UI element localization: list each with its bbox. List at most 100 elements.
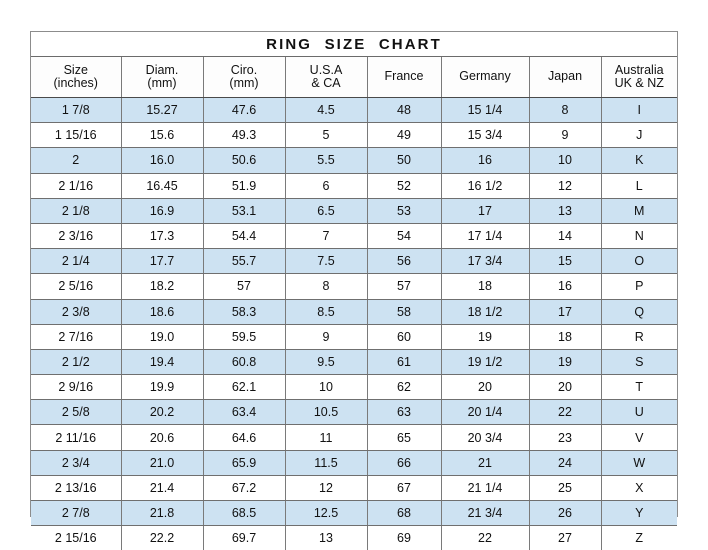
column-header-line1: Size [33, 64, 119, 78]
cell-r13-c7: 22 [529, 400, 601, 425]
cell-r3-c7: 10 [529, 148, 601, 173]
cell-r1-c6: 15 1/4 [441, 98, 529, 123]
cell-r17-c1: 2 7/8 [31, 501, 121, 526]
cell-r12-c7: 20 [529, 375, 601, 400]
cell-r15-c7: 24 [529, 450, 601, 475]
cell-r4-c7: 12 [529, 173, 601, 198]
cell-r6-c5: 54 [367, 223, 441, 248]
column-header-3: Ciro.(mm) [203, 57, 285, 98]
cell-r1-c2: 15.27 [121, 98, 203, 123]
cell-r6-c2: 17.3 [121, 223, 203, 248]
cell-r4-c1: 2 1/16 [31, 173, 121, 198]
cell-r5-c2: 16.9 [121, 198, 203, 223]
cell-r14-c1: 2 11/16 [31, 425, 121, 450]
cell-r7-c6: 17 3/4 [441, 249, 529, 274]
cell-r7-c7: 15 [529, 249, 601, 274]
cell-r9-c7: 17 [529, 299, 601, 324]
column-header-6: Germany [441, 57, 529, 98]
cell-r11-c2: 19.4 [121, 349, 203, 374]
cell-r16-c3: 67.2 [203, 475, 285, 500]
cell-r2-c8: J [601, 123, 677, 148]
cell-r12-c8: T [601, 375, 677, 400]
cell-r16-c2: 21.4 [121, 475, 203, 500]
column-header-line2: (mm) [206, 77, 283, 91]
cell-r13-c5: 63 [367, 400, 441, 425]
cell-r6-c8: N [601, 223, 677, 248]
cell-r10-c3: 59.5 [203, 324, 285, 349]
cell-r15-c1: 2 3/4 [31, 450, 121, 475]
cell-r18-c1: 2 15/16 [31, 526, 121, 550]
cell-r8-c1: 2 5/16 [31, 274, 121, 299]
cell-r17-c3: 68.5 [203, 501, 285, 526]
cell-r16-c1: 2 13/16 [31, 475, 121, 500]
cell-r11-c7: 19 [529, 349, 601, 374]
cell-r1-c4: 4.5 [285, 98, 367, 123]
cell-r14-c3: 64.6 [203, 425, 285, 450]
cell-r3-c6: 16 [441, 148, 529, 173]
cell-r6-c4: 7 [285, 223, 367, 248]
cell-r5-c4: 6.5 [285, 198, 367, 223]
cell-r1-c1: 1 7/8 [31, 98, 121, 123]
cell-r13-c4: 10.5 [285, 400, 367, 425]
cell-r18-c5: 69 [367, 526, 441, 550]
cell-r5-c5: 53 [367, 198, 441, 223]
cell-r16-c4: 12 [285, 475, 367, 500]
cell-r5-c6: 17 [441, 198, 529, 223]
cell-r6-c6: 17 1/4 [441, 223, 529, 248]
cell-r18-c8: Z [601, 526, 677, 550]
column-header-line2: & CA [288, 77, 365, 91]
cell-r8-c7: 16 [529, 274, 601, 299]
column-header-line1: U.S.A [288, 64, 365, 78]
cell-r10-c4: 9 [285, 324, 367, 349]
cell-r12-c1: 2 9/16 [31, 375, 121, 400]
cell-r5-c1: 2 1/8 [31, 198, 121, 223]
cell-r1-c7: 8 [529, 98, 601, 123]
cell-r18-c7: 27 [529, 526, 601, 550]
cell-r4-c6: 16 1/2 [441, 173, 529, 198]
cell-r8-c4: 8 [285, 274, 367, 299]
cell-r10-c6: 19 [441, 324, 529, 349]
cell-r10-c2: 19.0 [121, 324, 203, 349]
column-header-line2: (mm) [124, 77, 201, 91]
cell-r7-c1: 2 1/4 [31, 249, 121, 274]
cell-r6-c7: 14 [529, 223, 601, 248]
cell-r10-c7: 18 [529, 324, 601, 349]
cell-r6-c1: 2 3/16 [31, 223, 121, 248]
cell-r2-c4: 5 [285, 123, 367, 148]
cell-r2-c1: 1 15/16 [31, 123, 121, 148]
cell-r13-c8: U [601, 400, 677, 425]
cell-r18-c3: 69.7 [203, 526, 285, 550]
cell-r16-c8: X [601, 475, 677, 500]
cell-r16-c7: 25 [529, 475, 601, 500]
column-header-2: Diam.(mm) [121, 57, 203, 98]
column-header-line1: France [370, 70, 439, 84]
cell-r10-c8: R [601, 324, 677, 349]
cell-r7-c3: 55.7 [203, 249, 285, 274]
cell-r5-c3: 53.1 [203, 198, 285, 223]
cell-r11-c1: 2 1/2 [31, 349, 121, 374]
cell-r14-c7: 23 [529, 425, 601, 450]
cell-r8-c6: 18 [441, 274, 529, 299]
ring-size-chart: RING SIZE CHART Size(inches)Diam.(mm)Cir… [30, 31, 678, 517]
cell-r13-c3: 63.4 [203, 400, 285, 425]
cell-r2-c3: 49.3 [203, 123, 285, 148]
cell-r3-c5: 50 [367, 148, 441, 173]
cell-r9-c5: 58 [367, 299, 441, 324]
cell-r13-c1: 2 5/8 [31, 400, 121, 425]
cell-r3-c4: 5.5 [285, 148, 367, 173]
column-header-line1: Australia [604, 64, 676, 78]
